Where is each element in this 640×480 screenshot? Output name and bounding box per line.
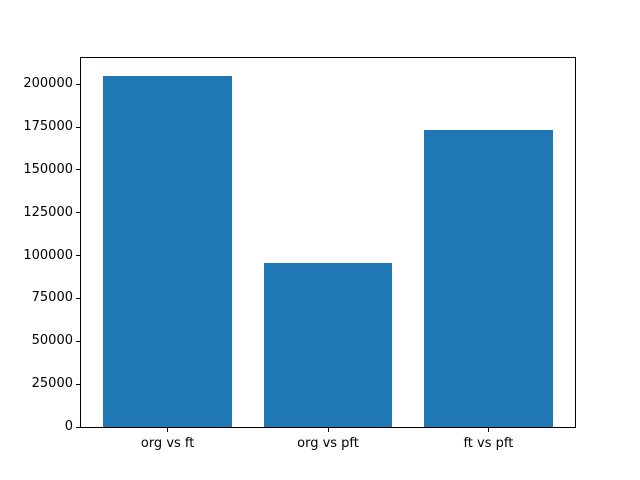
y-tick-label: 175000 (23, 119, 73, 134)
y-tick-mark (76, 126, 80, 128)
y-tick-mark (76, 212, 80, 214)
y-tick-label: 75000 (31, 290, 73, 306)
y-tick-mark (76, 255, 80, 257)
y-tick-mark (76, 426, 80, 428)
plot-area: 0 25000 50000 75000 100000 125000 150000 175000… (23, 57, 576, 451)
y-tick-label: 150000 (23, 161, 73, 177)
x-tick-mark (327, 428, 329, 432)
y-tick-mark (76, 169, 80, 171)
x-tick-label: org vs pft (297, 436, 359, 451)
bar (263, 263, 393, 427)
y-tick-mark (76, 297, 80, 299)
x-tick-label: org vs ft (140, 436, 195, 451)
y-tick-label: 200000 (23, 76, 73, 92)
y-tick-label: 100000 (23, 247, 73, 263)
y-tick-label: 50000 (31, 333, 73, 349)
y-tick-label: 125000 (23, 204, 73, 220)
bar (103, 75, 232, 427)
y-tick-mark (76, 383, 80, 385)
y-tick-mark (76, 83, 80, 85)
y-tick-label: 25000 (31, 376, 73, 392)
x-tick-label: ft vs pft (463, 436, 514, 451)
x-tick-mark (487, 428, 489, 432)
x-tick-mark (167, 428, 169, 432)
y-tick-label: 0 (64, 419, 73, 434)
y-tick-mark (76, 340, 80, 342)
bar (424, 130, 553, 427)
